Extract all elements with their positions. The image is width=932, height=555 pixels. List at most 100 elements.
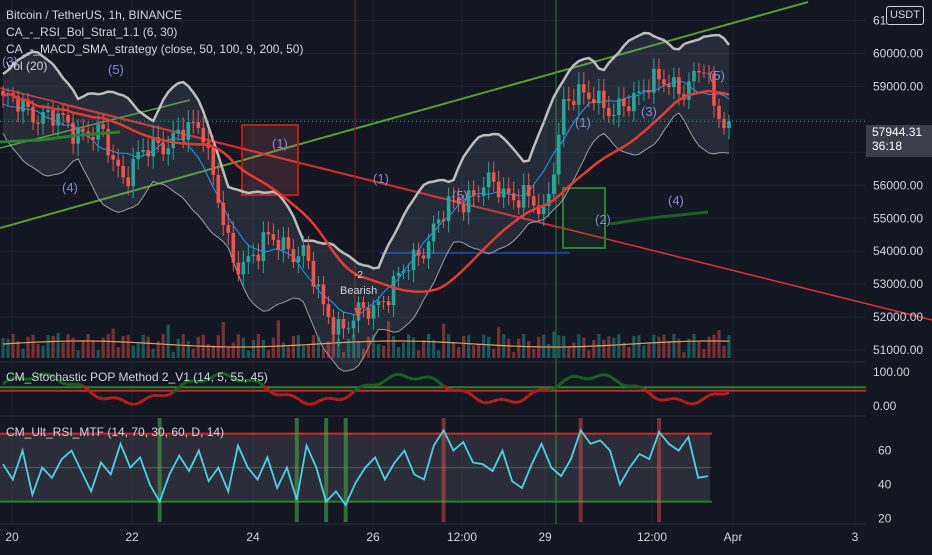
stoch-line-segment	[118, 398, 123, 400]
volume-bar	[177, 339, 180, 358]
wave-label: (4)	[668, 193, 684, 208]
volume-bar	[507, 339, 510, 358]
wave-label: (5)	[709, 68, 725, 83]
volume-bar	[692, 334, 695, 358]
candle-body	[697, 71, 701, 72]
candle-body	[342, 319, 346, 328]
volume-bar	[127, 335, 130, 358]
candle-body	[687, 81, 691, 99]
candle-body	[702, 72, 706, 73]
volume-bar	[627, 347, 630, 358]
stoch-line-segment	[138, 400, 143, 403]
volume-bar	[662, 335, 665, 358]
stoch-line-segment	[534, 390, 539, 392]
time-tick-label: 26	[366, 530, 380, 544]
stoch-line-segment	[379, 382, 384, 385]
candle-body	[412, 250, 416, 270]
candle-body	[287, 237, 291, 249]
volume-bar	[517, 339, 520, 358]
candle-body	[592, 99, 596, 103]
stoch-line-segment	[489, 401, 494, 403]
volume-bar	[397, 347, 400, 358]
volume-bar	[267, 350, 270, 358]
candle-body	[427, 241, 431, 258]
candle-body	[262, 232, 266, 261]
candle-body	[482, 187, 486, 196]
stoch-line-segment	[148, 396, 153, 398]
stoch-line-segment	[348, 392, 353, 396]
stoch-line-segment	[704, 395, 709, 398]
stoch-line-segment	[469, 393, 474, 397]
candle-body	[41, 112, 45, 124]
candle-body	[657, 69, 661, 80]
stoch-line-segment	[108, 398, 113, 399]
volume-bar	[112, 329, 115, 358]
volume-bar	[227, 347, 230, 358]
candle-body	[186, 122, 190, 140]
candle-body	[136, 152, 140, 159]
candle-body	[61, 113, 65, 115]
currency-button[interactable]: USDT	[886, 6, 924, 25]
candle-body	[377, 301, 381, 305]
volume-bar	[82, 340, 85, 358]
volume-bar	[187, 341, 190, 358]
stoch-line-segment	[494, 399, 499, 401]
volume-bar	[212, 346, 215, 358]
legend-symbol[interactable]: Bitcoin / TetherUS, 1h, BINANCE	[6, 8, 182, 22]
candle-body	[397, 273, 401, 276]
volume-bar	[357, 341, 360, 358]
stoch-line-segment	[333, 399, 338, 400]
volume-bar	[41, 345, 44, 358]
volume-bar	[152, 349, 155, 358]
candle-body	[71, 123, 75, 144]
volume-bar	[727, 335, 730, 358]
legend-stochastic[interactable]: CM_Stochastic POP Method 2_V1 (14, 5, 55…	[6, 370, 268, 384]
time-tick-label: 12:00	[637, 530, 667, 544]
candle-body	[116, 160, 120, 166]
highlight-box-red	[242, 125, 298, 195]
bollinger-bands	[3, 33, 729, 371]
volume-bar	[587, 350, 590, 358]
legend-indicator-macd[interactable]: CA_-_MACD_SMA_strategy (close, 50, 100, …	[6, 42, 303, 56]
volume-bar	[532, 349, 535, 358]
stoch-line-segment	[519, 400, 524, 403]
candle-body	[227, 225, 231, 233]
volume-bar	[11, 334, 14, 358]
stoch-line-segment	[384, 378, 389, 382]
candle-body	[146, 150, 150, 156]
candle-body	[437, 219, 441, 223]
volume-bar	[232, 343, 235, 358]
volume-bar	[172, 352, 175, 358]
price-tick-label: 52000.00	[873, 310, 923, 324]
stoch-line-segment	[649, 393, 654, 397]
time-tick-label: 29	[538, 530, 552, 544]
candle-body	[211, 148, 215, 175]
rsi-oversold-marker	[324, 418, 328, 522]
volume-bar	[372, 335, 375, 358]
stoch-line-segment	[614, 379, 619, 383]
volume-bar	[222, 322, 225, 358]
stoch-line-segment	[163, 395, 168, 396]
candle-body	[367, 308, 371, 319]
candle-body	[567, 99, 571, 101]
legend-indicator-rsi-bol[interactable]: CA_-_RSI_Bol_Strat_1.1 (6, 30)	[6, 25, 177, 39]
candle-body	[272, 234, 276, 240]
price-tick-label: 51000.00	[873, 343, 923, 357]
legend-indicator-volume[interactable]: Vol (20)	[6, 59, 47, 73]
candle-body	[267, 232, 271, 234]
stoch-line-segment	[449, 389, 454, 390]
volume-bar	[46, 335, 49, 358]
candle-body	[532, 196, 536, 205]
stoch-line-segment	[569, 376, 574, 377]
candle-body	[232, 233, 236, 263]
candle-body	[497, 182, 501, 198]
volume-bar	[242, 338, 245, 358]
legend-ult-rsi[interactable]: CM_Ult_RSI_MTF (14, 70, 30, 60, D, 14)	[6, 425, 224, 439]
stoch-line-segment	[374, 385, 379, 386]
stoch-line-segment	[98, 398, 103, 399]
stoch-line-segment	[298, 399, 303, 402]
candle-body	[181, 130, 185, 140]
candle-body	[131, 159, 135, 186]
